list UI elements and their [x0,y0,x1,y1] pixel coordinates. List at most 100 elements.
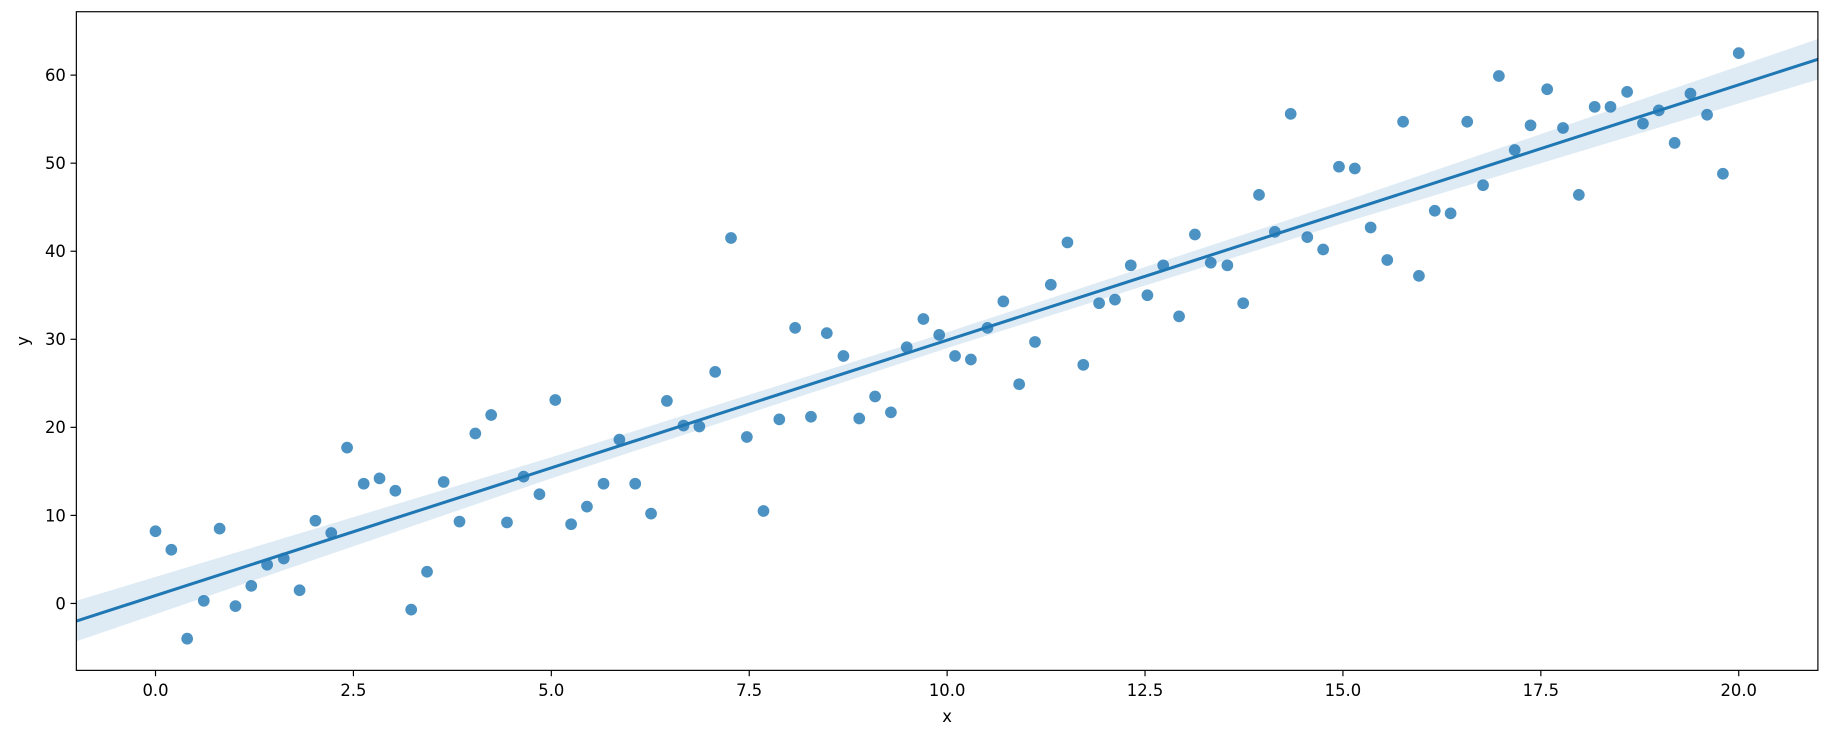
scatter-point [1204,256,1217,269]
scatter-point [405,603,418,616]
scatter-point [885,406,897,419]
scatter-point [357,477,370,490]
scatter-point [245,579,258,592]
scatter-point [597,477,610,490]
scatter-point [1301,231,1314,243]
scatter-point [805,410,817,423]
scatter-point [485,409,498,421]
scatter-point [1604,100,1617,113]
scatter-point [949,350,961,362]
scatter-point [437,476,450,488]
scatter-point [1381,254,1394,266]
scatter-point [1189,228,1201,241]
scatter-point [1701,108,1713,121]
y-axis-label: y [13,336,32,346]
scatter-point [1557,122,1569,134]
regression-line [76,57,1818,623]
scatter-point [965,353,977,366]
scatter-point [1397,115,1409,128]
scatter-point [1173,310,1185,323]
scatter-point [309,514,322,527]
scatter-point [1013,378,1026,391]
scatter-point [1061,236,1074,249]
scatter-point [1524,119,1537,132]
x-tick-label: 17.5 [1523,681,1560,700]
scatter-point [533,488,546,501]
scatter-point [213,522,226,535]
scatter-point [1124,259,1137,272]
x-axis-label: x [942,707,952,726]
scatter-point [549,394,562,406]
x-tick-label: 20.0 [1720,681,1757,700]
scatter-point [900,341,913,354]
x-tick-label: 7.5 [736,681,762,700]
scatter-point [1348,162,1361,175]
x-tick-label: 10.0 [929,681,966,700]
scatter-point [1668,137,1681,149]
y-tick-label: 40 [45,242,66,261]
scatter-point [421,565,433,578]
scatter-point [869,390,881,403]
scatter-point [1572,189,1585,201]
x-tick-label: 0.0 [142,681,168,700]
scatter-point [389,484,402,497]
scatter-point [725,232,737,244]
scatter-point [469,427,482,440]
scatter-point [229,600,242,612]
scatter-point [693,420,706,433]
scatter-point [1684,87,1697,100]
scatter-point [1477,179,1489,192]
scatter-point [740,431,753,443]
y-tick-label: 10 [45,506,66,525]
scatter-point [565,518,577,531]
scatter-point [613,433,626,446]
scatter-point [1109,293,1121,306]
y-tick-label: 0 [55,594,65,613]
scatter-point [1493,70,1505,82]
x-tick-label: 12.5 [1127,681,1164,700]
scatter-point [1541,83,1554,96]
scatter-point [1284,108,1297,120]
y-tick-label: 60 [45,66,66,85]
scatter-point [501,516,513,529]
scatter-point [149,525,162,538]
scatter-point [1077,358,1090,371]
scatter-point [181,632,194,645]
scatter-point [293,584,306,597]
axes-frame [75,11,1819,671]
scatter-point [917,313,930,325]
scatter-point [1364,221,1377,234]
x-tick-label: 5.0 [538,681,564,700]
scatter-point [820,327,833,339]
scatter-point [853,412,866,425]
x-tick-label: 2.5 [340,681,366,700]
scatter-point [757,505,770,517]
scatter-point [1508,144,1521,156]
x-tick-label: 15.0 [1325,681,1362,700]
scatter-point [1333,160,1345,173]
scatter-point [325,527,338,539]
scatter-point [581,500,593,513]
scatter-point [645,507,657,520]
scatter-point [1428,204,1441,217]
scatter-point [1253,189,1265,201]
scatter-point [1221,259,1234,272]
scatter-point [1588,100,1601,113]
scatter-point [1413,270,1425,282]
y-tick-label: 20 [45,418,66,437]
scatter-point [1237,297,1250,310]
scatter-point [1461,115,1474,128]
scatter-point [837,350,850,362]
scatter-point [629,477,642,490]
scatter-point [197,594,210,607]
scatter-point [373,472,386,485]
scatter-point [933,329,946,341]
scatter-point [165,543,178,556]
scatter-point [1029,336,1041,348]
scatter-point [1444,207,1457,220]
scatter-point [1317,243,1330,256]
scatter-point [709,366,722,378]
scatter-point [789,321,801,334]
